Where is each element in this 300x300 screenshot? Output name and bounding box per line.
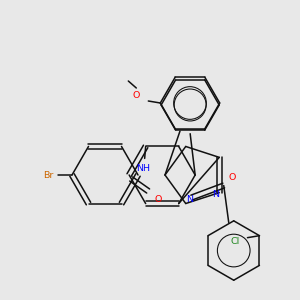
Text: N: N (186, 195, 193, 204)
Text: O: O (133, 91, 140, 100)
Text: O: O (228, 173, 236, 182)
Text: N: N (212, 190, 219, 199)
Text: Cl: Cl (231, 237, 240, 246)
Text: Br: Br (43, 170, 53, 179)
Text: O: O (154, 194, 162, 203)
Text: NH: NH (136, 164, 150, 173)
